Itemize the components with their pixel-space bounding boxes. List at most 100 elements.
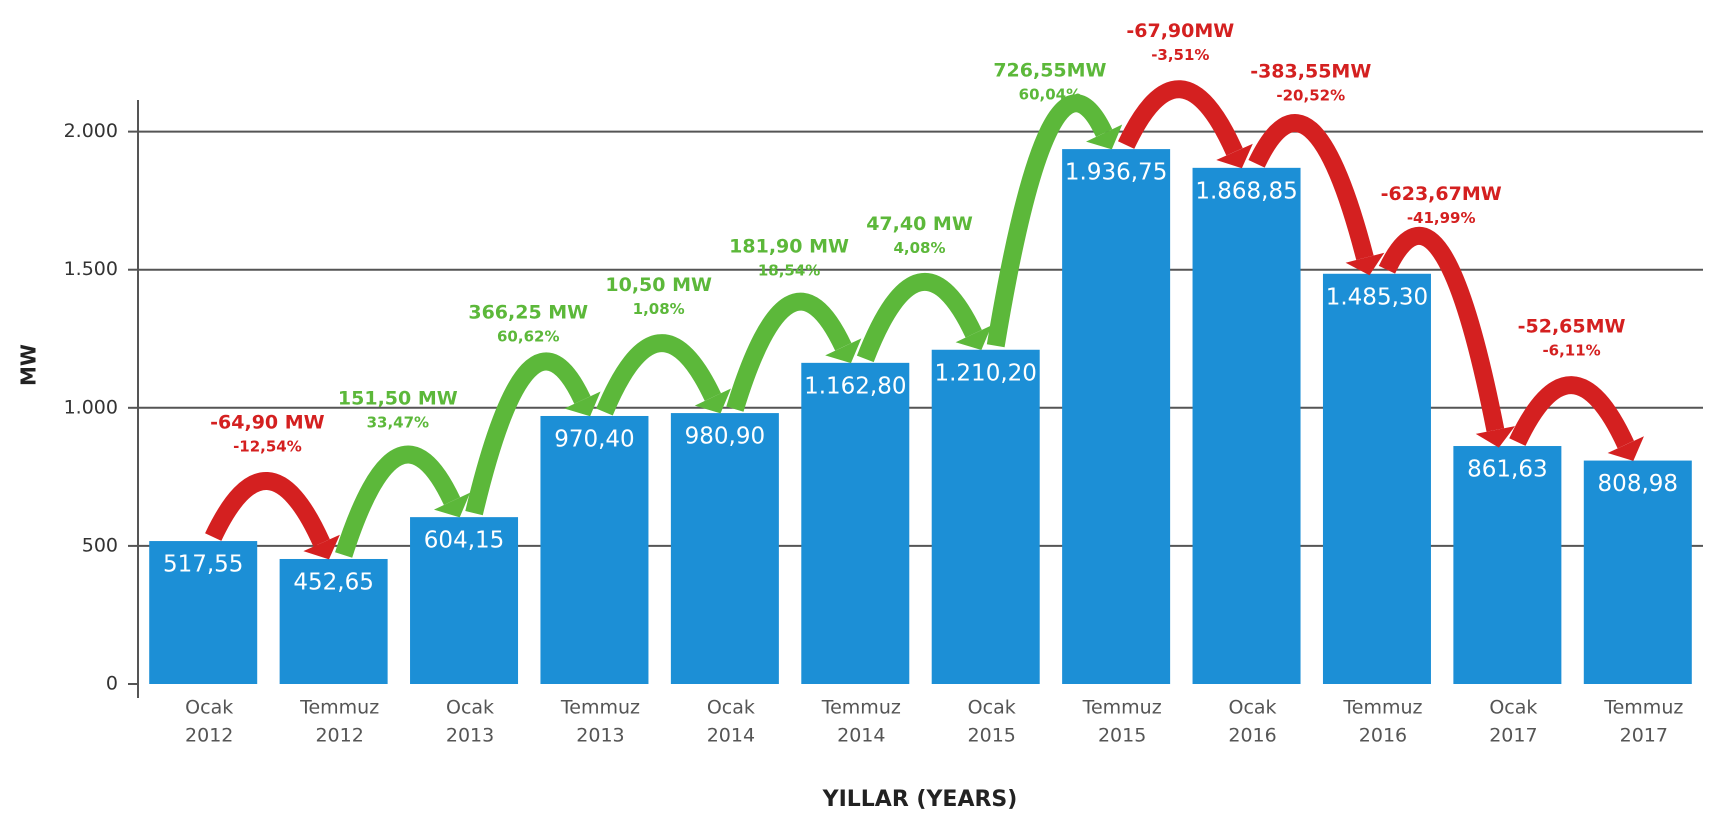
- annotation: 726,55MW: [993, 59, 1106, 81]
- value-label: 861,63: [1467, 457, 1547, 483]
- bar: [540, 415, 649, 684]
- annotation: -67,90MW: [1126, 20, 1234, 42]
- change-arrow: [1378, 227, 1505, 432]
- value-label: 808,98: [1598, 471, 1678, 497]
- value-label: 980,90: [685, 424, 765, 450]
- x-tick-label: 2015: [1098, 725, 1146, 747]
- annotation: -52,65MW: [1518, 316, 1626, 338]
- annotation: 151,50 MW: [338, 388, 458, 410]
- y-tick-label: 1.500: [64, 258, 118, 280]
- bar: [1322, 273, 1431, 684]
- change-arrow: [726, 292, 852, 412]
- bar: [410, 517, 519, 684]
- x-tick-label: Temmuz: [821, 697, 901, 719]
- x-tick-label: Temmuz: [1082, 697, 1162, 719]
- x-tick-label: 2013: [576, 725, 624, 747]
- x-tick-label: 2016: [1228, 725, 1276, 747]
- x-tick-label: Ocak: [185, 697, 233, 719]
- change-arrow: [335, 445, 461, 558]
- x-tick-label: Ocak: [707, 697, 755, 719]
- x-tick-label: 2017: [1489, 725, 1537, 747]
- arrow-head: [1216, 143, 1253, 169]
- value-label: 970,40: [554, 426, 634, 452]
- annotation-percent: 60,62%: [497, 327, 559, 345]
- x-tick-label: Temmuz: [560, 697, 640, 719]
- bar: [670, 413, 779, 684]
- bar: [931, 349, 1040, 684]
- x-tick-label: Temmuz: [1342, 697, 1422, 719]
- annotation-percent: 33,47%: [367, 414, 429, 432]
- annotation-percent: -41,99%: [1407, 209, 1476, 227]
- x-tick-label: 2014: [837, 725, 885, 747]
- change-arrow: [205, 472, 330, 547]
- bar: [801, 362, 910, 684]
- change-arrow: [1509, 376, 1634, 449]
- annotation: 181,90 MW: [729, 235, 849, 257]
- annotation-percent: -20,52%: [1276, 86, 1345, 104]
- x-tick-label: Ocak: [968, 697, 1016, 719]
- bar: [1062, 149, 1171, 685]
- arrow-head: [825, 338, 862, 364]
- x-tick-label: 2012: [315, 725, 363, 747]
- arrow-head: [1607, 436, 1644, 461]
- bar: [1583, 460, 1692, 684]
- bar: [1453, 446, 1562, 684]
- value-label: 1.485,30: [1326, 284, 1428, 310]
- annotation-percent: 4,08%: [893, 239, 945, 257]
- annotation-percent: -6,11%: [1542, 342, 1600, 360]
- bar: [1192, 167, 1301, 684]
- annotation-percent: 18,54%: [758, 261, 820, 279]
- change-arrow: [1117, 80, 1243, 156]
- arrow-head: [303, 534, 340, 560]
- x-tick-label: 2015: [968, 725, 1016, 747]
- change-arrow: [986, 94, 1113, 348]
- x-tick-label: Temmuz: [299, 697, 379, 719]
- x-tick-label: 2014: [707, 725, 755, 747]
- annotation-percent: 1,08%: [633, 300, 685, 318]
- x-tick-label: Ocak: [1489, 697, 1537, 719]
- value-label: 604,15: [424, 528, 504, 554]
- arrow-head: [694, 388, 731, 414]
- x-tick-label: Ocak: [1229, 697, 1277, 719]
- value-label: 517,55: [163, 552, 243, 578]
- change-arrow: [856, 273, 982, 363]
- y-tick-label: 1.000: [64, 396, 118, 418]
- change-arrow: [596, 334, 722, 416]
- y-tick-label: 0: [106, 673, 118, 695]
- x-axis-label: YILLAR (YEARS): [822, 787, 1018, 812]
- y-axis-label: MW: [17, 344, 41, 386]
- annotation: -623,67MW: [1381, 183, 1502, 205]
- x-tick-label: Ocak: [446, 697, 494, 719]
- arrow-head: [1345, 252, 1385, 276]
- change-arrow: [465, 352, 591, 516]
- arrow-head: [564, 391, 601, 417]
- bar: [149, 541, 258, 684]
- x-tick-label: Temmuz: [1603, 697, 1683, 719]
- arrow-head: [1475, 426, 1515, 448]
- x-tick-label: 2016: [1359, 725, 1407, 747]
- change-arrow: [1248, 114, 1374, 261]
- y-tick-label: 500: [82, 534, 118, 556]
- value-label: 1.210,20: [934, 360, 1036, 386]
- arrow-head: [955, 325, 992, 351]
- x-tick-label: 2013: [446, 725, 494, 747]
- annotation: -64,90 MW: [210, 412, 325, 434]
- y-tick-label: 2.000: [64, 120, 118, 142]
- arrow-head: [433, 492, 471, 518]
- value-label: 1.162,80: [804, 373, 906, 399]
- arrow-head: [1086, 124, 1123, 150]
- x-tick-label: 2012: [185, 725, 233, 747]
- annotation: 366,25 MW: [468, 301, 588, 323]
- value-label: 1.868,85: [1195, 178, 1297, 204]
- annotation-percent: 60,04%: [1019, 85, 1081, 103]
- value-label: 452,65: [293, 569, 373, 595]
- bar: [279, 558, 388, 684]
- annotation: 47,40 MW: [866, 213, 973, 235]
- x-tick-label: 2017: [1620, 725, 1668, 747]
- value-label: 1.936,75: [1065, 160, 1167, 186]
- annotation-percent: -12,54%: [233, 438, 302, 456]
- annotation-percent: -3,51%: [1151, 46, 1209, 64]
- annotation: 10,50 MW: [605, 274, 712, 296]
- annotation: -383,55MW: [1250, 60, 1371, 82]
